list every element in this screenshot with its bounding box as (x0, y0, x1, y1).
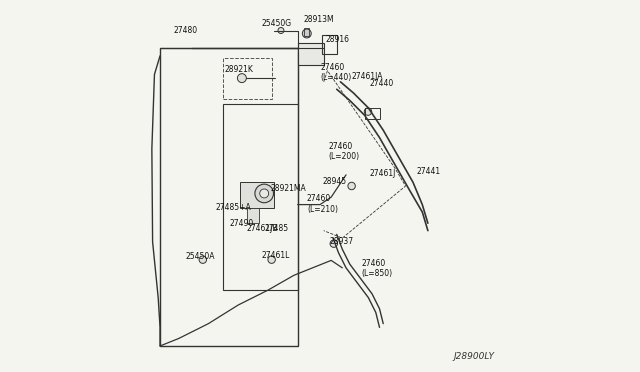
Text: 27460
(L=210): 27460 (L=210) (307, 194, 338, 214)
Text: 28921MA: 28921MA (271, 185, 307, 193)
Text: 28921K: 28921K (225, 65, 253, 74)
Circle shape (237, 74, 246, 83)
Circle shape (302, 29, 311, 38)
Circle shape (260, 189, 269, 198)
Text: 27441: 27441 (417, 167, 441, 176)
Bar (304, 28, 309, 36)
Bar (223, 104, 298, 290)
Text: 28937: 28937 (330, 237, 353, 246)
Circle shape (348, 182, 355, 190)
Circle shape (364, 108, 372, 115)
Text: 27485: 27485 (265, 224, 289, 232)
Circle shape (278, 28, 284, 33)
Bar (365, 108, 380, 119)
Bar (248, 208, 259, 223)
Text: 28945: 28945 (323, 177, 347, 186)
Circle shape (268, 256, 275, 263)
Circle shape (199, 256, 207, 263)
Text: 27461J: 27461J (370, 169, 396, 178)
Circle shape (255, 184, 273, 203)
Text: 27460
(L=850): 27460 (L=850) (362, 259, 393, 278)
Text: 28913M: 28913M (303, 15, 334, 24)
Bar (322, 35, 337, 54)
Text: 27461JA: 27461JA (352, 72, 383, 81)
Text: 27480: 27480 (174, 26, 198, 35)
Bar (240, 182, 273, 208)
Bar (298, 43, 324, 65)
Text: J28900LY: J28900LY (454, 352, 495, 361)
Bar (223, 58, 271, 99)
Text: 27490: 27490 (229, 219, 253, 228)
Circle shape (330, 240, 337, 247)
Text: 27460
(L=440): 27460 (L=440) (321, 63, 352, 82)
Text: 27485+A: 27485+A (215, 203, 251, 212)
Bar (160, 48, 298, 346)
Text: 27461L: 27461L (262, 251, 290, 260)
Text: 27440: 27440 (369, 79, 394, 88)
Text: 28916: 28916 (326, 35, 350, 44)
Text: 27461JB: 27461JB (246, 224, 278, 232)
Text: 25450A: 25450A (186, 252, 215, 261)
Text: 27460
(L=200): 27460 (L=200) (328, 142, 359, 161)
Text: 25450G: 25450G (262, 19, 292, 28)
